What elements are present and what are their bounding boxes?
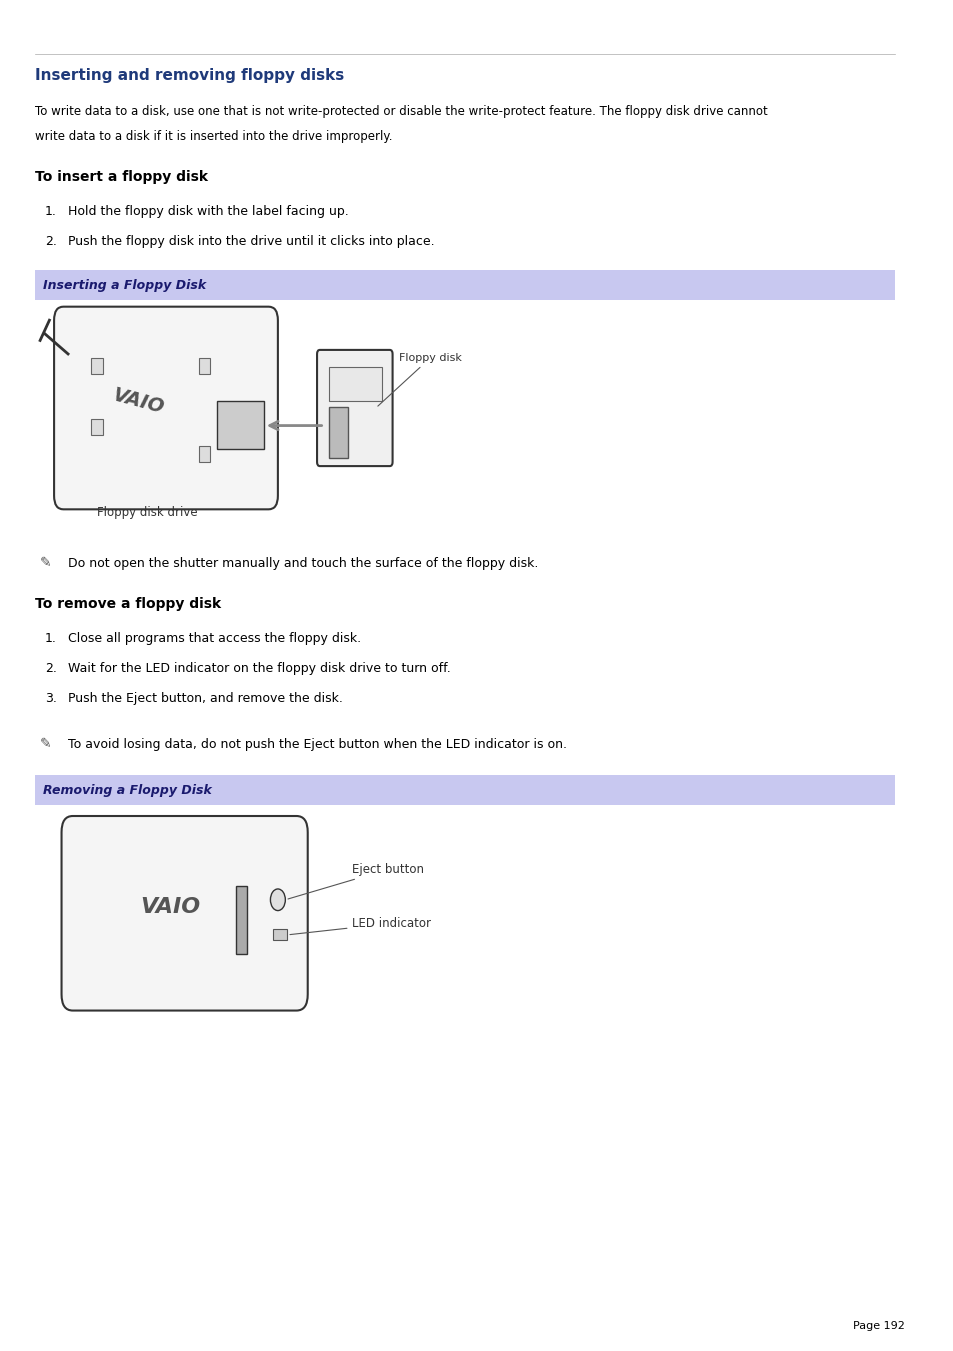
- Text: Inserting a Floppy Disk: Inserting a Floppy Disk: [43, 278, 206, 292]
- Text: Push the floppy disk into the drive until it clicks into place.: Push the floppy disk into the drive unti…: [68, 235, 435, 249]
- Text: Removing a Floppy Disk: Removing a Floppy Disk: [43, 784, 212, 797]
- Text: To avoid losing data, do not push the Eject button when the LED indicator is on.: To avoid losing data, do not push the Ej…: [68, 738, 566, 751]
- Text: To insert a floppy disk: To insert a floppy disk: [35, 170, 208, 184]
- Text: Wait for the LED indicator on the floppy disk drive to turn off.: Wait for the LED indicator on the floppy…: [68, 662, 451, 676]
- Text: 1.: 1.: [45, 205, 56, 219]
- FancyBboxPatch shape: [35, 270, 894, 300]
- Text: Close all programs that access the floppy disk.: Close all programs that access the flopp…: [68, 632, 361, 646]
- Text: To remove a floppy disk: To remove a floppy disk: [35, 597, 221, 611]
- Text: Inserting and removing floppy disks: Inserting and removing floppy disks: [35, 68, 344, 82]
- Text: write data to a disk if it is inserted into the drive improperly.: write data to a disk if it is inserted i…: [35, 130, 393, 143]
- Text: 3.: 3.: [45, 692, 56, 705]
- Text: Hold the floppy disk with the label facing up.: Hold the floppy disk with the label faci…: [68, 205, 349, 219]
- Text: Page 192: Page 192: [852, 1321, 903, 1331]
- Text: ✎: ✎: [40, 557, 51, 570]
- Text: Do not open the shutter manually and touch the surface of the floppy disk.: Do not open the shutter manually and tou…: [68, 557, 537, 570]
- Text: ✎: ✎: [40, 738, 51, 751]
- FancyBboxPatch shape: [35, 775, 894, 805]
- Text: To write data to a disk, use one that is not write-protected or disable the writ: To write data to a disk, use one that is…: [35, 105, 767, 119]
- Text: Push the Eject button, and remove the disk.: Push the Eject button, and remove the di…: [68, 692, 342, 705]
- Text: 1.: 1.: [45, 632, 56, 646]
- Text: 2.: 2.: [45, 235, 56, 249]
- Text: 2.: 2.: [45, 662, 56, 676]
